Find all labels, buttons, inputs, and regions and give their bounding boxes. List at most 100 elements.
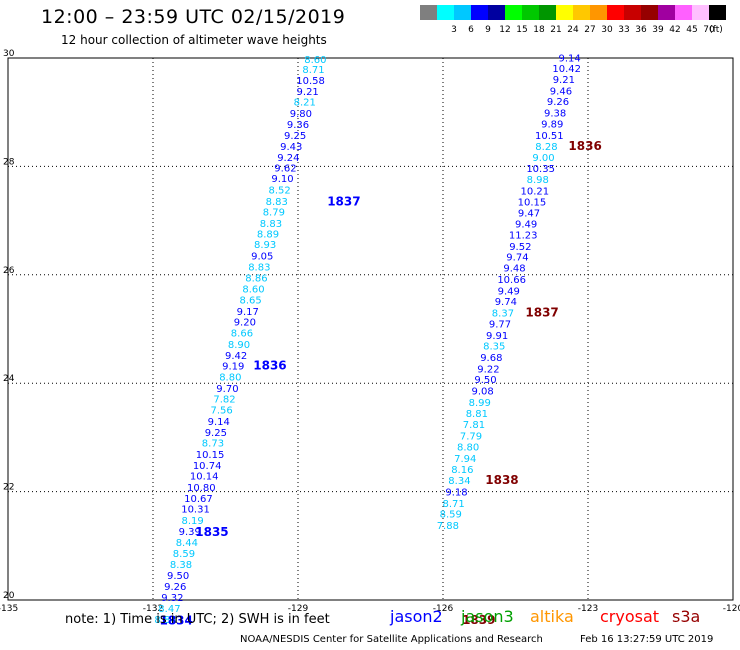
footer-note: note: 1) Time is in UTC; 2) SWH is in fe… (65, 612, 330, 627)
wave-height-label: 9.20 (234, 318, 256, 329)
wave-height-label: 10.31 (181, 505, 210, 516)
longitude-tick-label: -120 (723, 604, 740, 614)
legend-tick-label: 6 (468, 25, 474, 35)
wave-height-label: 7.88 (437, 521, 459, 532)
satellite-jason3-label: jason3 (461, 607, 514, 626)
legend-unit-label: (ft) (709, 25, 723, 35)
wave-height-label: 8.19 (182, 516, 204, 527)
legend-tick-label: 12 (499, 25, 510, 35)
wave-height-label: 9.10 (271, 174, 293, 185)
color-scale-legend: 3 6 9 12 15 18 21 24 27 30 33 36 39 42 45 70(ft) (420, 5, 726, 35)
wave-height-label: 8.90 (228, 340, 250, 351)
wave-height-label: 8.81 (466, 409, 488, 420)
wave-height-label: 8.38 (170, 560, 192, 571)
pass-time-label: 1835 (195, 525, 228, 539)
wave-height-label: 10.14 (190, 472, 219, 483)
generated-timestamp: Feb 16 13:27:59 UTC 2019 (580, 634, 714, 645)
longitude-tick-label: -126 (433, 604, 454, 614)
longitude-tick-label: -132 (143, 604, 163, 614)
wave-height-label: 8.89 (257, 229, 279, 240)
wave-height-label: 9.08 (472, 387, 494, 398)
wave-height-label: 9.47 (518, 208, 540, 219)
wave-height-label: 8.60 (242, 285, 264, 296)
wave-height-label: 9.26 (164, 582, 186, 593)
legend-tick-label: 36 (635, 25, 647, 35)
legend-tick-label: 18 (533, 25, 545, 35)
legend-swatch (641, 5, 658, 20)
legend-swatch (522, 5, 539, 20)
wave-height-label: 9.18 (445, 487, 467, 498)
wave-height-label: 8.28 (535, 142, 557, 153)
latitude-tick-label: 22 (3, 483, 14, 493)
wave-height-label: 9.32 (161, 593, 183, 604)
wave-height-label: 9.52 (509, 242, 531, 253)
wave-height-label: 8.34 (448, 476, 470, 487)
legend-swatch (488, 5, 505, 20)
wave-height-label: 8.93 (254, 240, 276, 251)
wave-height-label: 9.17 (237, 307, 259, 318)
pass-time-label: 1836 (568, 139, 601, 153)
wave-height-label: 10.15 (196, 450, 225, 461)
satellite-cryosat-label: cryosat (600, 607, 660, 626)
legend-swatch (539, 5, 556, 20)
legend-swatch (556, 5, 573, 20)
wave-height-label: 9.70 (216, 384, 238, 395)
pass-time-label: 1836 (253, 359, 286, 373)
wave-height-label: 9.05 (251, 252, 273, 263)
wave-height-label: 9.36 (287, 120, 309, 131)
wave-height-label: 9.38 (544, 109, 566, 120)
wave-height-label: 8.66 (231, 329, 253, 340)
latitude-tick-label: 24 (3, 374, 15, 384)
wave-height-label: 9.91 (486, 331, 508, 342)
legend-tick-label: 27 (584, 25, 595, 35)
wave-height-label: 8.52 (269, 186, 291, 197)
track-east: 9.1410.429.219.469.269.389.8910.518.289.… (437, 53, 602, 627)
wave-height-label: 8.99 (469, 398, 491, 409)
wave-height-label: 9.25 (284, 131, 306, 142)
pass-time-label: 1839 (462, 613, 495, 627)
pass-time-label: 1838 (485, 473, 518, 487)
wave-height-label: 9.46 (550, 86, 572, 97)
legend-tick-label: 30 (601, 25, 613, 35)
wave-height-label: 10.80 (187, 483, 216, 494)
latitude-tick-label: 20 (3, 591, 15, 601)
wave-height-label: 9.24 (277, 153, 299, 164)
wave-height-label: 9.14 (559, 53, 581, 64)
wave-height-label: 9.26 (547, 97, 569, 108)
wave-height-label: 8.59 (440, 510, 462, 521)
wave-height-label: 9.77 (489, 319, 511, 330)
pass-time-label: 1837 (327, 194, 360, 208)
legend-swatch (454, 5, 471, 20)
wave-height-label: 10.74 (193, 461, 222, 472)
legend-swatch (692, 5, 709, 20)
wave-height-label: 9.42 (225, 351, 247, 362)
wave-height-label: 9.14 (208, 417, 230, 428)
map-subtitle: 12 hour collection of altimeter wave hei… (61, 33, 327, 47)
legend-swatch (624, 5, 641, 20)
wave-height-label: 9.68 (480, 353, 502, 364)
legend-tick-label: 3 (451, 25, 457, 35)
wave-height-label: 9.25 (205, 428, 227, 439)
wave-height-label: 9.89 (541, 119, 563, 130)
map-frame (7, 57, 734, 601)
wave-height-label: 8.71 (302, 65, 324, 76)
legend-swatch (437, 5, 454, 20)
longitude-tick-label: -129 (288, 604, 309, 614)
wave-height-label: 10.67 (184, 494, 213, 505)
legend-swatch (709, 5, 726, 20)
wave-height-label: 8.84 (154, 615, 176, 626)
wave-height-label: 9.49 (498, 286, 520, 297)
legend-tick-label: 21 (550, 25, 561, 35)
wave-height-label: 10.58 (296, 76, 325, 87)
wave-height-label: 11.23 (509, 230, 538, 241)
wave-height-label: 8.86 (245, 273, 267, 284)
wave-height-label: 9.49 (515, 220, 537, 231)
legend-tick-label: 39 (652, 25, 664, 35)
wave-height-label: 7.81 (463, 420, 485, 431)
wave-height-label: 8.47 (158, 604, 180, 615)
legend-swatch (590, 5, 607, 20)
wave-height-label: 8.79 (263, 208, 285, 219)
wave-height-label: 9.48 (503, 264, 525, 275)
satellite-s3a-label: s3a (672, 607, 701, 626)
